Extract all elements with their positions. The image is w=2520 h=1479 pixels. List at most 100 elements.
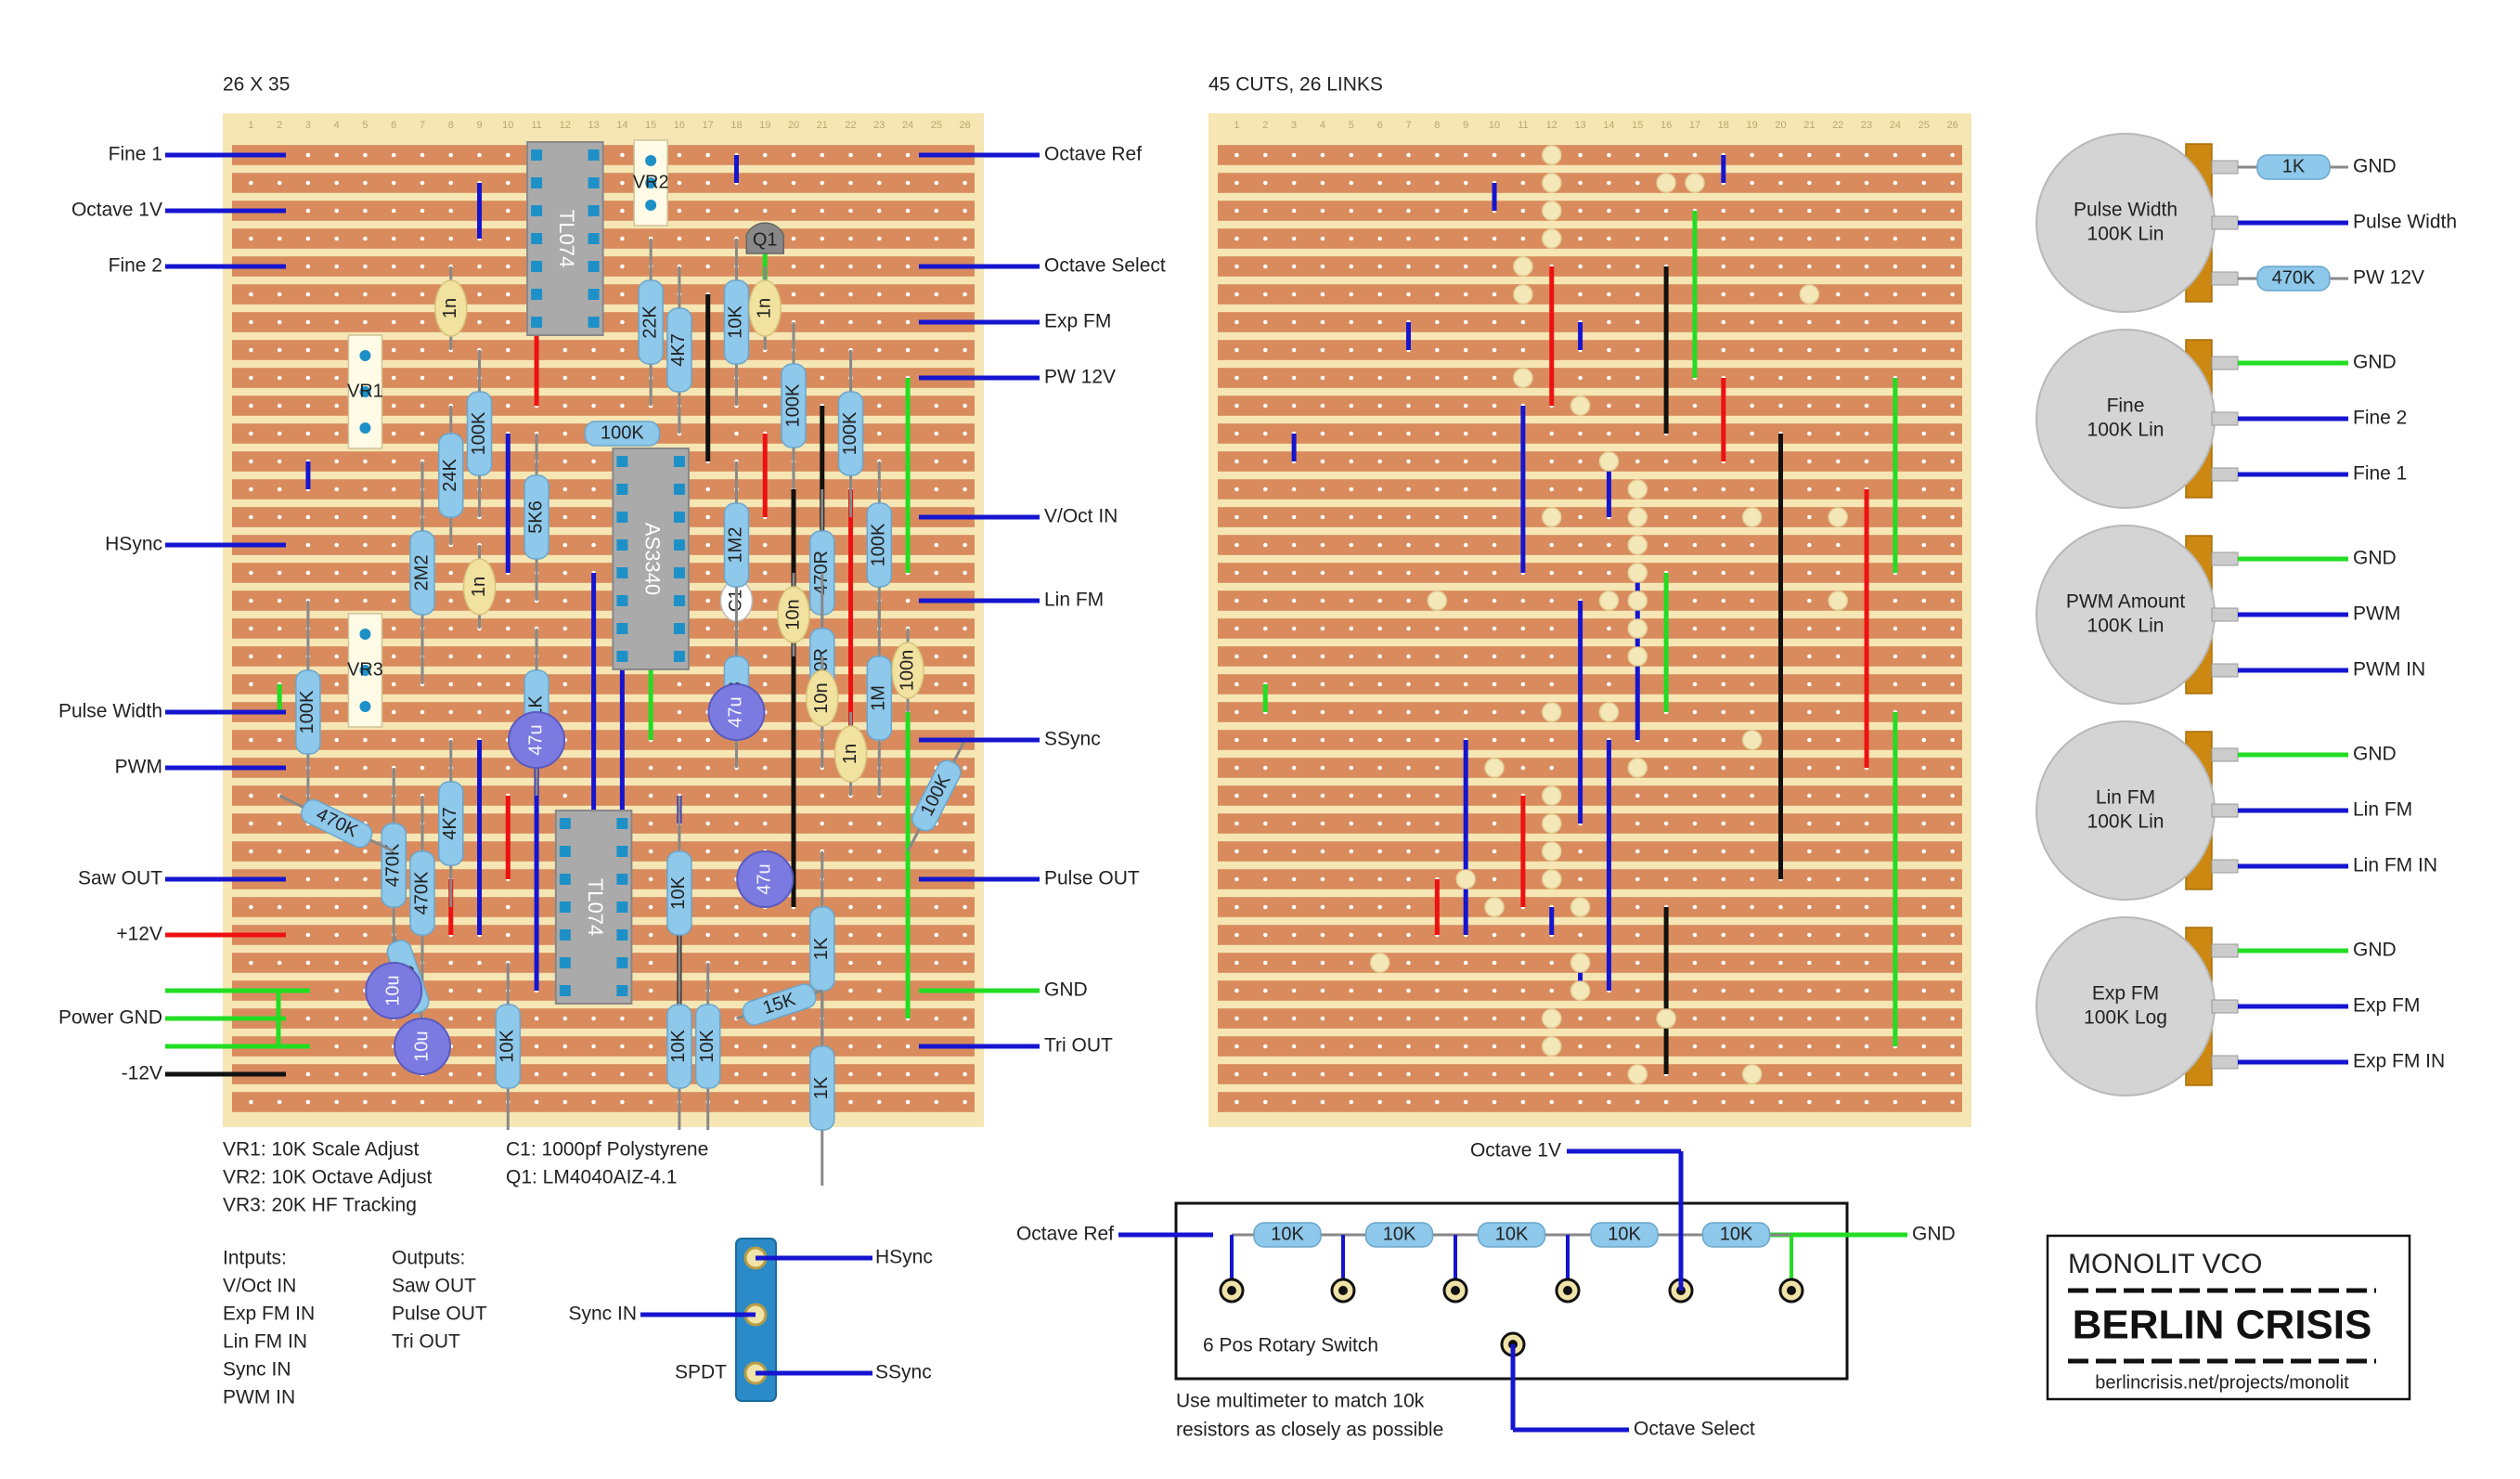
strip-hole: [1349, 1071, 1354, 1077]
cap-value-label: 100n: [897, 650, 917, 692]
strip-hole: [1463, 459, 1468, 464]
strip-hole: [1635, 347, 1640, 353]
resistor: 100K: [781, 322, 807, 489]
strip-hole: [1349, 180, 1354, 186]
strip-hole: [562, 431, 568, 436]
track-cut: [1541, 841, 1562, 862]
strip-hole: [1864, 180, 1869, 186]
resistor-body: [295, 669, 321, 755]
strip-hole: [791, 236, 796, 241]
column-number: 1: [248, 120, 253, 131]
strip-hole: [277, 1099, 282, 1105]
strip-hole: [1320, 904, 1325, 910]
strip-hole: [562, 793, 568, 798]
strip-hole: [1578, 459, 1583, 464]
copper-strip: [1218, 869, 1962, 889]
strip-hole: [1492, 431, 1497, 436]
strip-hole: [1807, 236, 1812, 241]
strip-hole: [1291, 514, 1297, 520]
strip-hole: [448, 152, 454, 158]
resistor-15k: 15K: [735, 983, 823, 1026]
strip-hole: [877, 1016, 882, 1021]
cap-1n: 1n: [462, 545, 497, 629]
strip-hole: [334, 709, 339, 715]
strip-hole: [762, 654, 768, 659]
strip-hole: [420, 180, 425, 186]
strip-hole: [1377, 654, 1382, 659]
strip-hole: [1320, 347, 1325, 353]
strip-hole: [391, 654, 396, 659]
resistor: 100K: [466, 350, 493, 517]
strip-hole: [963, 208, 967, 214]
strip-hole: [448, 1099, 454, 1105]
strip-hole: [1635, 849, 1640, 854]
copper-strip: [232, 618, 975, 639]
strip-hole: [506, 932, 510, 938]
strip-hole: [1377, 849, 1382, 854]
strip-hole: [1835, 487, 1841, 492]
strip-hole: [334, 459, 339, 464]
track-cut: [1541, 173, 1562, 193]
strip-hole: [506, 152, 510, 158]
strip-hole: [1663, 821, 1669, 826]
strip-hole: [791, 292, 796, 297]
resistor-body: [638, 279, 664, 365]
strip-hole: [934, 1071, 939, 1077]
strip-hole: [277, 319, 282, 325]
resistor-value-label: 100K: [869, 523, 889, 566]
strip-hole: [677, 765, 682, 771]
strip-hole: [1291, 626, 1297, 631]
strip-hole: [1291, 542, 1297, 548]
strip-hole: [1349, 264, 1354, 269]
strip-hole: [391, 180, 396, 186]
column-number: 13: [1574, 120, 1585, 131]
strip-hole: [963, 236, 967, 241]
resistor-body: [495, 1004, 522, 1089]
strip-hole: [1377, 375, 1382, 381]
copper-strip: [1218, 312, 1962, 332]
strip-hole: [1692, 765, 1698, 771]
right-connection-label: Octave Ref: [1044, 144, 1142, 165]
strip-hole: [1721, 292, 1726, 297]
strip-hole: [620, 152, 625, 158]
strip-hole: [1635, 1016, 1640, 1021]
ic-pin: [616, 651, 628, 662]
strip-hole: [1635, 459, 1640, 464]
strip-hole: [1692, 514, 1698, 520]
strip-hole: [363, 876, 368, 882]
strip-hole: [1721, 876, 1726, 882]
copper-strip: [1218, 1008, 1962, 1029]
strip-hole: [1320, 598, 1325, 603]
strip-hole: [620, 1099, 625, 1105]
strip-hole: [305, 932, 311, 938]
strip-hole: [1893, 152, 1898, 158]
resistor: 1K: [809, 851, 835, 1046]
pot-spec-label: 100K Lin: [2087, 811, 2165, 833]
ic-pin: [673, 567, 685, 578]
strip-hole: [277, 849, 282, 854]
strip-hole: [1435, 264, 1440, 269]
strip-hole: [963, 821, 967, 826]
column-number: 7: [1405, 120, 1411, 131]
strip-hole: [1750, 152, 1754, 158]
strip-hole: [391, 208, 396, 214]
strip-hole: [1492, 681, 1497, 687]
strip-hole: [1234, 319, 1239, 325]
strip-hole: [1578, 849, 1583, 854]
column-number: 2: [1262, 120, 1268, 131]
right-connection-label: SSync: [1044, 729, 1101, 750]
strip-hole: [1750, 681, 1754, 687]
column-number: 16: [1661, 120, 1672, 131]
strip-hole: [1807, 849, 1812, 854]
strip-hole: [305, 849, 311, 854]
rotary-resistor-body: [1701, 1222, 1771, 1248]
strip-hole: [305, 208, 311, 214]
copper-strip: [1218, 1092, 1962, 1112]
resistor-body: [438, 781, 464, 866]
strip-hole: [791, 1044, 796, 1049]
track-cut: [1598, 451, 1620, 472]
resistor: 470K: [409, 796, 435, 991]
strip-hole: [1835, 765, 1841, 771]
strip-hole: [762, 960, 768, 966]
